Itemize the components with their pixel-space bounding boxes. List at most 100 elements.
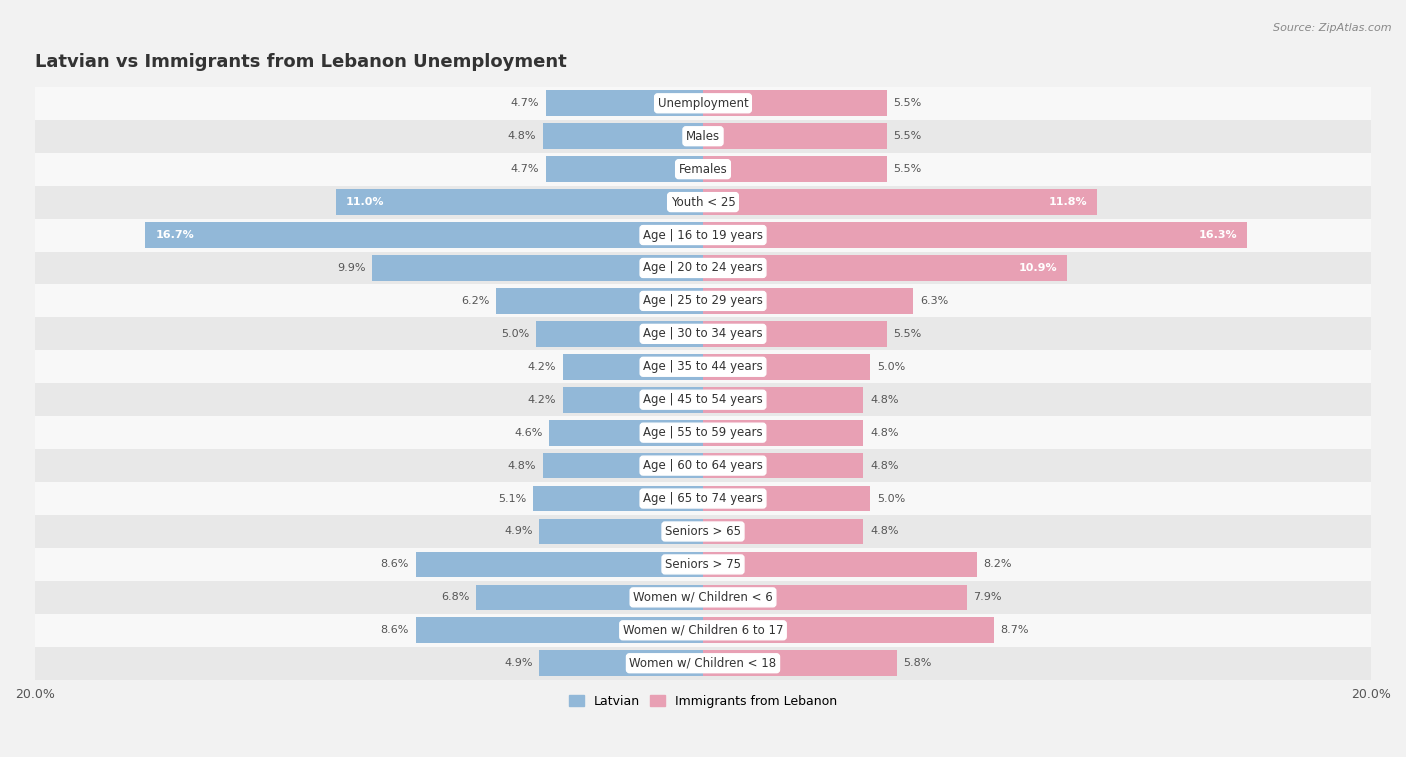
Bar	[416, 552, 703, 578]
Text: Age | 60 to 64 years: Age | 60 to 64 years	[643, 459, 763, 472]
Bar	[703, 650, 897, 676]
Text: Unemployment: Unemployment	[658, 97, 748, 110]
Bar	[703, 255, 1067, 281]
Bar	[373, 255, 703, 281]
Bar	[35, 87, 1371, 120]
Text: 4.6%: 4.6%	[515, 428, 543, 438]
Bar	[35, 581, 1371, 614]
Text: 4.2%: 4.2%	[527, 362, 555, 372]
Text: 8.6%: 8.6%	[381, 625, 409, 635]
Bar	[703, 387, 863, 413]
Text: 6.3%: 6.3%	[920, 296, 949, 306]
Bar	[546, 90, 703, 116]
Bar	[543, 453, 703, 478]
Text: 5.1%: 5.1%	[498, 494, 526, 503]
Legend: Latvian, Immigrants from Lebanon: Latvian, Immigrants from Lebanon	[564, 690, 842, 712]
Text: Latvian vs Immigrants from Lebanon Unemployment: Latvian vs Immigrants from Lebanon Unemp…	[35, 53, 567, 71]
Text: 4.7%: 4.7%	[510, 164, 540, 174]
Bar	[536, 321, 703, 347]
Bar	[703, 420, 863, 446]
Text: 11.0%: 11.0%	[346, 197, 384, 207]
Bar	[543, 123, 703, 149]
Text: Seniors > 75: Seniors > 75	[665, 558, 741, 571]
Text: 5.5%: 5.5%	[893, 98, 922, 108]
Text: 4.2%: 4.2%	[527, 394, 555, 405]
Bar	[35, 515, 1371, 548]
Bar	[35, 646, 1371, 680]
Bar	[703, 321, 887, 347]
Bar	[35, 449, 1371, 482]
Text: Females: Females	[679, 163, 727, 176]
Bar	[703, 584, 967, 610]
Bar	[35, 350, 1371, 383]
Text: 8.6%: 8.6%	[381, 559, 409, 569]
Text: Age | 20 to 24 years: Age | 20 to 24 years	[643, 261, 763, 275]
Bar	[475, 584, 703, 610]
Bar	[540, 519, 703, 544]
Bar	[703, 453, 863, 478]
Text: 4.8%: 4.8%	[870, 460, 898, 471]
Text: Age | 55 to 59 years: Age | 55 to 59 years	[643, 426, 763, 439]
Bar	[533, 486, 703, 512]
Bar	[35, 317, 1371, 350]
Bar	[35, 416, 1371, 449]
Text: 5.0%: 5.0%	[877, 362, 905, 372]
Text: 4.8%: 4.8%	[870, 394, 898, 405]
Text: Age | 65 to 74 years: Age | 65 to 74 years	[643, 492, 763, 505]
Text: Women w/ Children 6 to 17: Women w/ Children 6 to 17	[623, 624, 783, 637]
Bar	[35, 185, 1371, 219]
Bar	[496, 288, 703, 313]
Text: Source: ZipAtlas.com: Source: ZipAtlas.com	[1274, 23, 1392, 33]
Text: 8.2%: 8.2%	[984, 559, 1012, 569]
Bar	[35, 120, 1371, 153]
Text: Males: Males	[686, 129, 720, 143]
Text: Age | 30 to 34 years: Age | 30 to 34 years	[643, 327, 763, 341]
Text: Age | 35 to 44 years: Age | 35 to 44 years	[643, 360, 763, 373]
Text: Women w/ Children < 18: Women w/ Children < 18	[630, 657, 776, 670]
Bar	[703, 123, 887, 149]
Bar	[35, 614, 1371, 646]
Text: 4.9%: 4.9%	[505, 659, 533, 668]
Text: 6.8%: 6.8%	[441, 593, 470, 603]
Text: 16.7%: 16.7%	[155, 230, 194, 240]
Text: 4.8%: 4.8%	[508, 460, 536, 471]
Bar	[35, 383, 1371, 416]
Text: 5.0%: 5.0%	[501, 329, 529, 339]
Bar	[35, 251, 1371, 285]
Bar	[35, 482, 1371, 515]
Bar	[562, 354, 703, 379]
Bar	[703, 189, 1097, 215]
Text: Age | 25 to 29 years: Age | 25 to 29 years	[643, 294, 763, 307]
Bar	[703, 90, 887, 116]
Bar	[703, 618, 994, 643]
Bar	[703, 552, 977, 578]
Text: 16.3%: 16.3%	[1199, 230, 1237, 240]
Text: Youth < 25: Youth < 25	[671, 195, 735, 209]
Bar	[550, 420, 703, 446]
Bar	[336, 189, 703, 215]
Bar	[540, 650, 703, 676]
Text: Age | 45 to 54 years: Age | 45 to 54 years	[643, 393, 763, 407]
Text: 4.8%: 4.8%	[870, 526, 898, 537]
Bar	[35, 548, 1371, 581]
Text: 10.9%: 10.9%	[1018, 263, 1057, 273]
Bar	[703, 156, 887, 182]
Text: 5.0%: 5.0%	[877, 494, 905, 503]
Bar	[145, 223, 703, 248]
Bar	[703, 519, 863, 544]
Text: 7.9%: 7.9%	[973, 593, 1002, 603]
Bar	[416, 618, 703, 643]
Text: 5.5%: 5.5%	[893, 131, 922, 142]
Text: 4.8%: 4.8%	[870, 428, 898, 438]
Text: 6.2%: 6.2%	[461, 296, 489, 306]
Text: 5.8%: 5.8%	[904, 659, 932, 668]
Text: 4.9%: 4.9%	[505, 526, 533, 537]
Text: 4.8%: 4.8%	[508, 131, 536, 142]
Text: 5.5%: 5.5%	[893, 329, 922, 339]
Text: 9.9%: 9.9%	[337, 263, 366, 273]
Bar	[35, 153, 1371, 185]
Bar	[703, 288, 914, 313]
Bar	[35, 285, 1371, 317]
Bar	[562, 387, 703, 413]
Bar	[35, 219, 1371, 251]
